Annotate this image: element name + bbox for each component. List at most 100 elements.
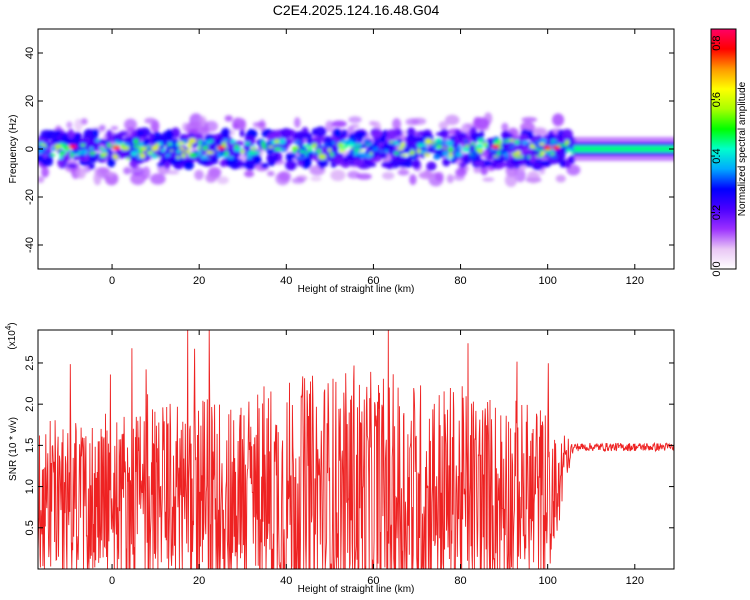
- spectrogram-core-blob: [488, 146, 492, 153]
- spectrogram-body-blob: [473, 160, 485, 167]
- spectrogram-body-blob: [491, 160, 498, 169]
- snr-x-tick-label: 0: [109, 575, 115, 587]
- spectrogram-halo-blob: [291, 177, 305, 184]
- figure-title: C2E4.2025.124.16.48.G04: [273, 2, 440, 18]
- spectrogram-halo-blob: [93, 171, 102, 186]
- spectrogram-core-blob: [81, 149, 88, 155]
- spectrogram-body-blob: [485, 155, 496, 161]
- snr-x-tick-label: 120: [626, 575, 644, 587]
- spectrogram-halo-blob: [224, 115, 233, 122]
- spectrogram-peak-blob: [68, 144, 77, 149]
- spectrogram-body-blob: [370, 128, 383, 139]
- spectrogram-core-blob: [284, 139, 289, 144]
- spectrogram-core-blob: [306, 151, 314, 157]
- spectrogram-body-blob: [540, 159, 550, 166]
- spectrogram-core-blob: [255, 151, 260, 154]
- spectrogram-core-blob: [318, 153, 327, 160]
- spectrogram-core-blob: [560, 151, 568, 155]
- spectrogram-core-blob: [198, 139, 202, 146]
- spectrogram-core-blob: [348, 151, 353, 154]
- spectrogram-halo-blob: [473, 117, 490, 130]
- spectrogram-core-blob: [546, 151, 552, 156]
- spectrogram-body-blob: [459, 162, 467, 169]
- spectrogram-core-blob: [470, 142, 476, 146]
- spectrogram-core-blob: [327, 148, 332, 153]
- spectrogram-core-blob: [403, 147, 411, 154]
- spectrogram-halo-blob: [41, 166, 50, 178]
- spectrogram-body-blob: [314, 126, 327, 138]
- spectrogram-halo-blob: [130, 172, 146, 185]
- spectrogram-core-blob: [43, 150, 52, 154]
- spectrogram-halo-blob: [504, 173, 518, 187]
- spectrogram-core-blob: [92, 143, 98, 149]
- spectrogram-core-blob: [390, 148, 395, 153]
- spectrogram-core-blob: [365, 154, 373, 158]
- spectrogram-body-blob: [527, 129, 534, 140]
- spectrogram-core-blob: [515, 150, 521, 156]
- spectrogram-halo-blob: [252, 121, 266, 127]
- spectrogram-core-blob: [445, 140, 450, 145]
- spectrogram-core-blob: [412, 155, 417, 160]
- spectrogram-halo-blob: [233, 117, 242, 128]
- spectrogram-halo-blob: [124, 118, 137, 131]
- spectrogram-body-blob: [561, 128, 573, 140]
- spectrogram-core-blob: [54, 144, 62, 149]
- spectrogram-body-blob: [450, 158, 457, 164]
- spectrogram-halo-blob: [382, 171, 395, 180]
- spectrogram-core-blob: [503, 149, 508, 153]
- spectrogram-core-blob: [328, 142, 334, 148]
- snr-x-tick-label: 20: [193, 575, 205, 587]
- spectrogram-body-blob: [135, 159, 144, 164]
- spectrogram-core-blob: [363, 138, 370, 145]
- spectrogram-core-blob: [107, 142, 111, 148]
- spectrogram-core-blob: [99, 147, 105, 150]
- spectrogram-body-blob: [154, 131, 160, 137]
- spectrogram-core-blob: [58, 155, 64, 160]
- spectrogram-core-blob: [449, 152, 453, 157]
- spectrogram-y-tick-label: 0: [24, 146, 36, 152]
- spectrogram-core-blob: [101, 152, 109, 156]
- spectrogram-core-blob: [261, 140, 265, 146]
- spectrogram-core-blob: [266, 151, 274, 155]
- spectrogram-blob-group: [38, 112, 674, 187]
- spectrogram-core-blob: [176, 156, 180, 159]
- spectrogram-x-tick-label: 40: [280, 275, 292, 287]
- spectrogram-halo-blob: [182, 122, 190, 132]
- spectrogram-body-blob: [317, 160, 329, 168]
- spectrogram-body-blob: [165, 129, 173, 140]
- spectrogram-core-blob: [139, 153, 146, 159]
- snr-y-tick-label: 1.0: [24, 479, 36, 494]
- spectrogram-blobs: [38, 112, 674, 187]
- spectrogram-body-blob: [66, 163, 78, 169]
- spectrogram-core-blob: [476, 143, 484, 149]
- snr-y-tick-label: 2.0: [24, 397, 36, 412]
- spectrogram-halo-blob: [331, 120, 347, 128]
- spectrogram-body-blob: [106, 135, 115, 142]
- spectrogram-core-blob: [155, 143, 159, 148]
- spectrogram-core-blob: [42, 152, 46, 156]
- spectrogram-core-blob: [337, 142, 344, 148]
- spectrogram-body-blob: [243, 163, 256, 169]
- colorbar-tick-label: 0.4: [711, 148, 723, 163]
- spectrogram-core-blob: [372, 147, 379, 152]
- spectrogram-core-blob: [206, 150, 212, 154]
- spectrogram-halo-blob: [514, 168, 526, 183]
- spectrogram-halo-blob: [66, 121, 73, 129]
- spectrogram-core-blob: [484, 144, 488, 148]
- spectrogram-core-blob: [550, 155, 558, 159]
- spectrogram-halo-blob: [144, 117, 157, 124]
- spectrogram-y-label: Frequency (Hz): [8, 115, 19, 184]
- spectrogram-body-blob: [151, 138, 159, 144]
- spectrogram-core-blob: [463, 139, 469, 144]
- spectrogram-core-blob: [69, 154, 74, 158]
- spectrogram-core-blob: [325, 139, 334, 142]
- spectrogram-core-blob: [185, 149, 190, 154]
- spectrogram-halo-blob: [110, 126, 119, 131]
- spectrogram-core-blob: [309, 145, 313, 152]
- spectrogram-halo-blob: [392, 118, 402, 130]
- spectrogram-x-tick-label: 80: [454, 275, 466, 287]
- colorbar-ticks: 0.0 0.2 0.4 0.6 0.8: [711, 35, 723, 277]
- spectrogram-halo-blob: [566, 164, 581, 176]
- spectrogram-body-blob: [406, 134, 417, 144]
- spectrogram-core-blob: [458, 138, 463, 143]
